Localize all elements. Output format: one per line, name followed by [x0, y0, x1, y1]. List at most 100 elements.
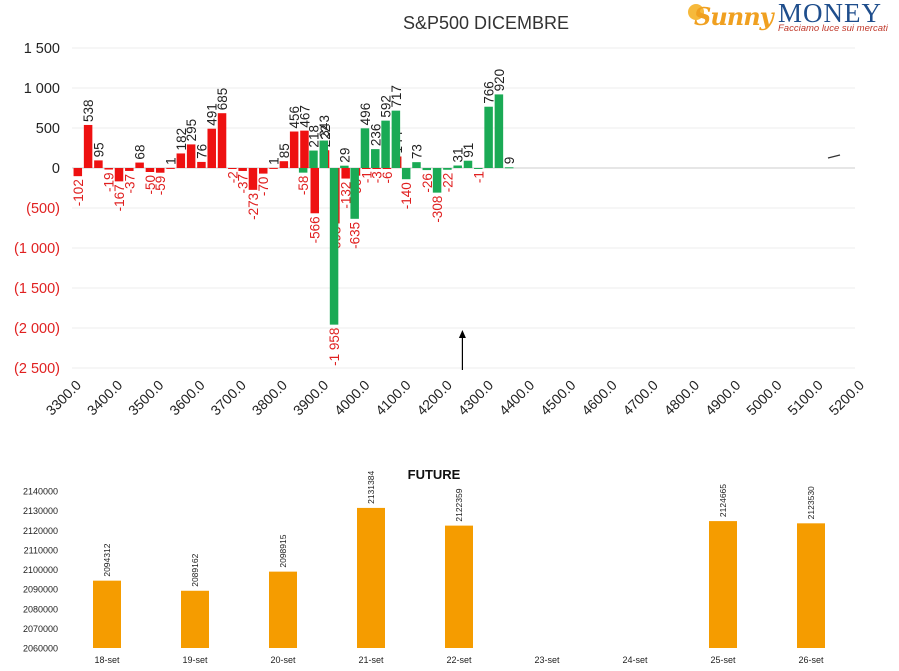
data-label: 85 — [277, 143, 292, 158]
data-label: -2 — [225, 171, 240, 183]
y-tick-label: (2 000) — [14, 321, 60, 337]
data-label: 73 — [409, 144, 424, 159]
data-label: -6 — [380, 171, 395, 183]
bar — [94, 160, 103, 168]
end-marker-line — [827, 154, 841, 159]
bar — [443, 168, 452, 170]
y-tick-label: 2110000 — [24, 545, 58, 555]
bar — [709, 521, 737, 648]
y-tick-label: (2 500) — [14, 361, 60, 377]
x-tick-label: 23-set — [534, 655, 560, 665]
bar — [432, 168, 442, 193]
data-label: -26 — [420, 173, 435, 193]
bar — [83, 124, 93, 168]
x-tick-label: 4600.0 — [578, 377, 620, 419]
x-tick-label: 3800.0 — [249, 377, 291, 419]
data-label: -635 — [348, 222, 363, 249]
bar — [310, 168, 320, 214]
x-tick-label: 3500.0 — [125, 377, 167, 419]
bar — [309, 150, 318, 168]
data-label: 456 — [287, 106, 302, 129]
bar — [269, 571, 297, 648]
bar — [176, 153, 186, 168]
bar — [259, 168, 268, 174]
data-label: 538 — [81, 99, 96, 122]
bar — [279, 161, 289, 168]
data-label: -50 — [143, 175, 158, 195]
x-tick-label: 19-set — [182, 655, 208, 665]
y-tick-label: 2070000 — [23, 624, 58, 634]
bar — [371, 149, 380, 168]
sun-icon — [688, 4, 704, 20]
logo-tagline: Facciamo luce sui mercati — [778, 23, 888, 34]
data-label: -167 — [112, 184, 127, 211]
bar — [340, 165, 349, 168]
bar — [350, 168, 359, 219]
logo-brand-b: MONEY — [778, 0, 882, 28]
y-tick-label: (500) — [26, 201, 60, 217]
x-tick-label: 3700.0 — [207, 377, 249, 419]
x-tick-label: 5200.0 — [826, 377, 868, 419]
data-label: 2122359 — [454, 488, 464, 521]
data-label: 91 — [461, 143, 476, 158]
x-tick-label: 5100.0 — [784, 377, 826, 419]
data-label: 218 — [306, 125, 321, 148]
bar — [73, 168, 83, 177]
bar — [125, 168, 134, 171]
bar — [186, 144, 196, 168]
future-chart: FUTURE 2140000 2130000 2120000 2110000 210000… — [23, 467, 825, 665]
data-label: -566 — [308, 216, 323, 243]
data-label: -102 — [71, 179, 86, 206]
data-label: 592 — [379, 95, 394, 118]
x-tick-label: 4300.0 — [455, 377, 497, 419]
data-label: 2131384 — [366, 471, 376, 504]
x-tick-label: 22-set — [446, 655, 472, 665]
bar — [422, 168, 432, 171]
bar — [197, 161, 206, 168]
data-label: 9 — [502, 157, 517, 165]
data-label: 182 — [174, 128, 189, 151]
bar — [382, 168, 392, 169]
x-tick-label: 25-set — [710, 655, 736, 665]
data-label: -1 — [359, 171, 374, 183]
data-label: -140 — [399, 182, 414, 209]
x-tick-label: 4400.0 — [496, 377, 538, 419]
data-label: -59 — [153, 176, 168, 196]
bar — [135, 162, 144, 168]
data-label: 68 — [133, 145, 148, 160]
logo-brand-a: Sunny — [694, 2, 774, 31]
x-tick-label: 21-set — [358, 655, 384, 665]
arrow-head-icon — [458, 330, 466, 338]
data-label: 2124665 — [718, 484, 728, 517]
data-label: 343 — [317, 115, 332, 138]
bar — [145, 168, 155, 172]
x-tick-label: 24-set — [622, 655, 648, 665]
sp500-chart: S&P500 DICEMBRE 1 500 1 000 500 0 (500) (1 000… — [14, 13, 868, 419]
bar — [341, 168, 350, 179]
bar — [453, 165, 462, 168]
x-tick-label: 3600.0 — [166, 377, 208, 419]
data-label: 766 — [482, 81, 497, 104]
y-tick-label: 500 — [36, 121, 60, 137]
data-label: 31 — [451, 147, 466, 162]
x-tick-label: 4500.0 — [537, 377, 579, 419]
x-tick-label: 4100.0 — [372, 377, 414, 419]
bar — [269, 167, 278, 169]
bar — [357, 507, 385, 648]
x-tick-label: 4700.0 — [619, 377, 661, 419]
bar — [155, 168, 165, 173]
data-label: 2094312 — [102, 543, 112, 576]
x-tick-label: 3900.0 — [290, 377, 332, 419]
y-tick-label: 1 500 — [24, 41, 60, 57]
bar — [329, 168, 339, 325]
bar — [372, 168, 381, 169]
x-tick-label: 4800.0 — [661, 377, 703, 419]
y-tick-label: 2100000 — [23, 565, 58, 575]
data-label: -22 — [440, 173, 455, 193]
data-label: 2123530 — [806, 486, 816, 519]
data-label: 685 — [215, 88, 230, 111]
data-label: -1 — [471, 171, 486, 183]
data-label: -19 — [102, 173, 117, 193]
bar — [166, 167, 175, 169]
x-tick-label: 26-set — [798, 655, 824, 665]
